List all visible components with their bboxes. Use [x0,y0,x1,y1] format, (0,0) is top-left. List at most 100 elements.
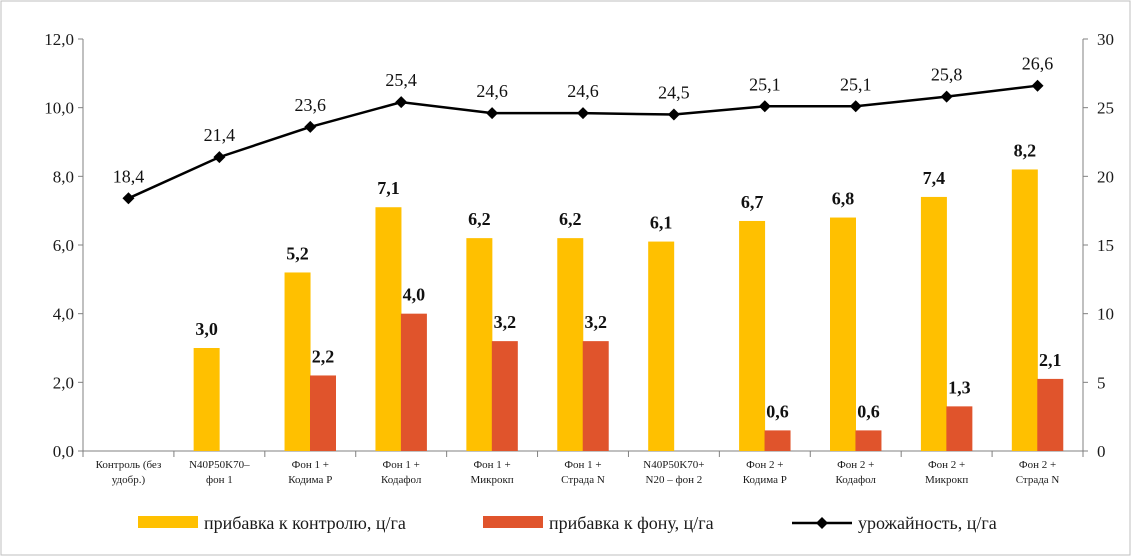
y-left-tick-label: 10,0 [44,99,74,118]
x-category-label: Фон 1 + Кодафол [381,459,422,486]
yield-point-marker [122,192,135,205]
bar-background [1037,378,1064,451]
y-right-tick-label: 0 [1097,442,1106,461]
legend-swatch [138,516,198,528]
x-category-label: Фон 1 + Кодима Р [288,459,332,486]
bar-background [582,341,609,451]
x-category-label-line: Фон 1 + [383,459,420,471]
bar-background [946,406,973,451]
bar-background [764,430,791,451]
yield-point-marker [758,100,771,113]
x-category-label-line: Фон 2 + [928,459,965,471]
bar-data-label: 8,2 [1014,140,1037,160]
yield-point-marker [486,107,499,120]
bar-data-label: 6,7 [741,192,764,212]
bar-data-label: 6,8 [832,189,855,209]
yield-data-label: 25,1 [749,74,781,94]
bar-control [920,196,947,451]
yield-data-label: 24,5 [658,83,690,103]
x-category-label: N40P50K70– фон 1 [189,459,250,486]
yield-data-label: 25,1 [840,74,872,94]
bar-data-label: 5,2 [286,243,309,263]
x-category-label-line: Микрокп [925,474,968,486]
bar-data-label: 6,2 [559,209,582,229]
x-category-label-line: N40P50K70– [189,459,250,471]
x-category-label: Фон 2 + Страда N [1016,459,1060,486]
bar-control [557,238,584,451]
yield-point-marker [304,120,317,133]
x-category-label-line: фон 1 [206,474,233,486]
x-category-label-line: Кодима Р [743,474,787,486]
x-category-label-line: Страда N [1016,474,1060,486]
x-category-label-line: N40P50K70+ [643,459,704,471]
y-right-tick-label: 5 [1097,373,1106,392]
bar-data-label: 2,1 [1039,350,1062,370]
x-category-label: Фон 2 + Микрокп [925,459,968,486]
bar-control [830,217,856,451]
yield-data-label: 26,6 [1022,54,1054,74]
bar-background [310,375,336,451]
bar-data-label: 1,3 [948,377,971,397]
bar-control [466,238,493,451]
bar-background [400,313,427,451]
y-right-tick-label: 15 [1097,236,1114,255]
bar-data-label: 7,4 [923,168,946,188]
y-left-tick-label: 8,0 [53,167,74,186]
yield-data-label: 23,6 [295,95,327,115]
y-left-tick-label: 2,0 [53,373,74,392]
x-category-label-line: N20 – фон 2 [646,474,703,486]
bar-control [739,220,766,451]
yield-data-label: 24,6 [567,81,599,101]
bar-data-label: 3,2 [584,312,607,332]
yield-point-marker [213,151,226,164]
bar-data-label: 3,2 [494,312,517,332]
yield-data-label: 21,4 [204,125,236,145]
y-left-tick-label: 12,0 [44,30,74,49]
yield-data-label: 25,4 [385,70,417,90]
x-category-label-line: удобр.) [112,474,146,486]
legend-label: прибавка к контролю, ц/га [204,513,406,533]
y-right-tick-label: 25 [1097,99,1114,118]
yield-point-marker [849,100,862,113]
bar-control [375,207,402,451]
x-category-label-line: Фон 2 + [1019,459,1056,471]
y-right-tick-label: 20 [1097,167,1114,186]
yield-line [127,84,1038,200]
x-category-label-line: Фон 2 + [746,459,783,471]
x-category-label-line: Кодафол [836,474,877,486]
x-category-label: N40P50K70+ N20 – фон 2 [643,459,704,486]
bar-data-label: 7,1 [377,178,400,198]
legend-label: урожайность, ц/га [858,513,997,533]
bar-data-label: 0,6 [766,401,789,421]
x-category-label-line: Страда N [561,474,605,486]
bar-background [491,341,518,451]
x-category-label: Фон 2 + Кодима Р [743,459,787,486]
y-left-tick-label: 4,0 [53,305,74,324]
bar-control [193,348,220,451]
y-right-tick-label: 30 [1097,30,1114,49]
x-category-label: Фон 1 + Микрокп [470,459,513,486]
bar-control [1011,169,1038,451]
x-category-label-line: Кодафол [381,474,422,486]
x-category-label-line: Кодима Р [288,474,332,486]
bar-data-label: 6,2 [468,209,491,229]
x-category-label-line: Фон 1 + [473,459,510,471]
yield-data-label: 25,8 [931,65,963,85]
x-category-label-line: Контроль (без [96,459,162,471]
x-category-label: Контроль (без удобр.) [96,459,162,486]
x-category-label: Фон 1 + Страда N [561,459,605,486]
bar-control [648,241,675,451]
legend-swatch [483,516,543,528]
x-category-label-line: Микрокп [470,474,513,486]
bar-background [855,430,882,451]
bar-control [284,272,311,451]
yield-data-label: 24,6 [476,81,508,101]
bar-data-label: 6,1 [650,213,673,233]
bar-data-label: 3,0 [195,319,218,339]
legend-label: прибавка к фону, ц/га [549,513,714,533]
y-left-tick-label: 0,0 [53,442,74,461]
x-category-label-line: Фон 2 + [837,459,874,471]
